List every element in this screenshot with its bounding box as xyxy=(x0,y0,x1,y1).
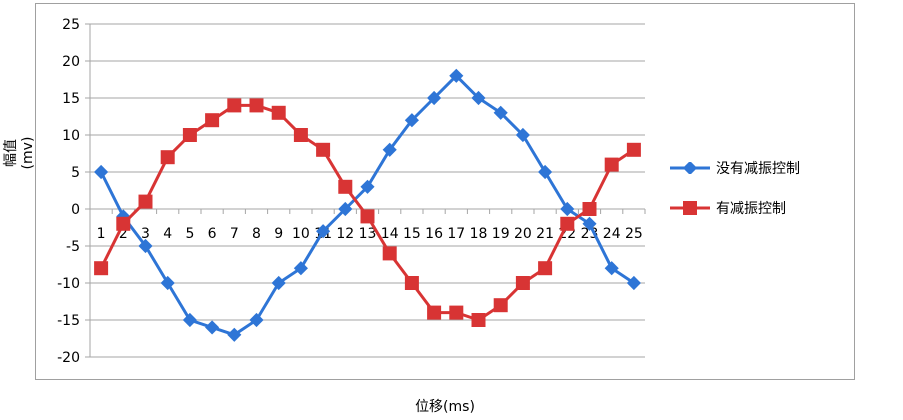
data-point-square xyxy=(316,142,331,157)
data-point-square xyxy=(271,105,286,120)
data-point-diamond xyxy=(227,327,242,342)
data-point-diamond xyxy=(249,312,264,328)
x-tick-label: 4 xyxy=(163,226,172,242)
data-point-square xyxy=(227,98,242,113)
y-tick-label: -5 xyxy=(66,239,80,255)
data-point-diamond xyxy=(138,238,153,254)
data-point-square xyxy=(205,113,220,128)
x-tick-label: 20 xyxy=(514,226,532,242)
x-tick-label: 16 xyxy=(425,226,443,242)
data-point-diamond xyxy=(94,164,109,180)
x-axis-label: 位移(ms) xyxy=(415,399,475,415)
data-point-square xyxy=(182,128,197,142)
x-tick-label: 18 xyxy=(470,226,488,242)
data-point-square xyxy=(249,98,264,113)
data-point-square xyxy=(138,194,153,209)
x-tick-label: 15 xyxy=(403,226,421,242)
data-point-diamond xyxy=(471,90,486,106)
x-tick-label: 10 xyxy=(292,226,310,242)
x-tick-label: 25 xyxy=(625,226,643,242)
y-tick-label: 25 xyxy=(62,17,80,33)
x-tick-label: 14 xyxy=(381,226,399,242)
data-point-diamond xyxy=(515,127,530,143)
data-point-diamond xyxy=(293,261,308,276)
data-point-diamond xyxy=(404,113,419,128)
x-tick-label: 21 xyxy=(536,226,554,242)
data-point-diamond xyxy=(626,275,641,291)
data-point-diamond xyxy=(205,320,220,335)
y-tick-label: 20 xyxy=(62,54,80,70)
chart-frame xyxy=(35,3,855,380)
x-tick-label: 9 xyxy=(274,226,283,242)
data-point-square xyxy=(471,313,486,327)
data-point-diamond xyxy=(449,68,464,83)
data-point-diamond xyxy=(427,90,442,106)
legend-marker-square-icon xyxy=(670,201,710,215)
data-point-square xyxy=(538,261,553,276)
y-tick-label: -15 xyxy=(57,313,80,329)
data-point-square xyxy=(94,261,109,276)
data-point-square xyxy=(338,179,353,194)
data-point-square xyxy=(493,298,508,313)
data-point-square xyxy=(116,216,131,231)
y-axis-label: 幅值(mv) xyxy=(3,136,36,170)
data-point-square xyxy=(404,276,419,290)
data-point-diamond xyxy=(160,275,175,291)
data-point-square xyxy=(582,202,597,216)
y-tick-label: 0 xyxy=(71,202,80,218)
x-tick-label: 5 xyxy=(185,226,194,242)
legend-item-series-2: 有减振控制 xyxy=(670,198,786,218)
y-tick-label: -20 xyxy=(57,350,80,366)
data-point-diamond xyxy=(271,275,286,291)
x-tick-label: 6 xyxy=(208,226,217,242)
data-point-diamond xyxy=(582,216,597,231)
data-point-diamond xyxy=(604,261,619,276)
x-tick-label: 13 xyxy=(359,226,377,242)
x-tick-label: 17 xyxy=(447,226,465,242)
data-point-diamond xyxy=(538,164,553,180)
data-point-diamond xyxy=(382,142,397,157)
data-point-square xyxy=(160,150,175,165)
x-tick-label: 12 xyxy=(336,226,354,242)
data-point-square xyxy=(626,142,641,157)
data-point-square xyxy=(382,246,397,261)
data-point-diamond xyxy=(360,179,375,194)
x-tick-label: 19 xyxy=(492,226,510,242)
data-point-diamond xyxy=(316,224,331,239)
legend-label: 有减振控制 xyxy=(716,201,786,217)
y-tick-label: 5 xyxy=(71,165,80,181)
data-point-diamond xyxy=(493,105,508,120)
x-tick-label: 7 xyxy=(230,226,239,242)
data-point-diamond xyxy=(560,201,575,217)
data-point-square xyxy=(427,305,442,320)
y-tick-label: 10 xyxy=(62,128,80,144)
data-point-diamond xyxy=(338,201,353,217)
data-point-square xyxy=(360,209,375,224)
series-line-1 xyxy=(99,73,635,337)
y-tick-label: 15 xyxy=(62,91,80,107)
data-point-square xyxy=(449,305,464,320)
legend-label: 没有减振控制 xyxy=(716,161,800,177)
data-point-diamond xyxy=(182,312,197,328)
x-tick-label: 2 xyxy=(119,226,128,242)
x-tick-label: 1 xyxy=(97,226,106,242)
data-point-square xyxy=(293,128,308,142)
legend-marker-diamond-icon xyxy=(670,162,710,174)
data-point-square xyxy=(560,216,575,231)
legend-item-series-1: 没有减振控制 xyxy=(670,158,800,178)
data-point-square xyxy=(515,276,530,290)
x-tick-label: 24 xyxy=(603,226,621,242)
x-tick-label: 8 xyxy=(252,226,261,242)
y-tick-label: -10 xyxy=(57,276,80,292)
data-point-square xyxy=(604,157,619,172)
x-tick-label: 3 xyxy=(141,226,150,242)
